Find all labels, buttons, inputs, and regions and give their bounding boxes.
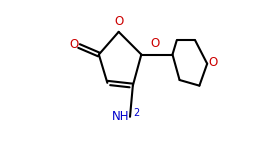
Text: 2: 2 [134, 108, 140, 118]
Text: O: O [209, 56, 218, 69]
Text: NH: NH [112, 110, 129, 123]
Text: O: O [115, 15, 124, 28]
Text: O: O [151, 37, 160, 50]
Text: O: O [69, 38, 78, 51]
